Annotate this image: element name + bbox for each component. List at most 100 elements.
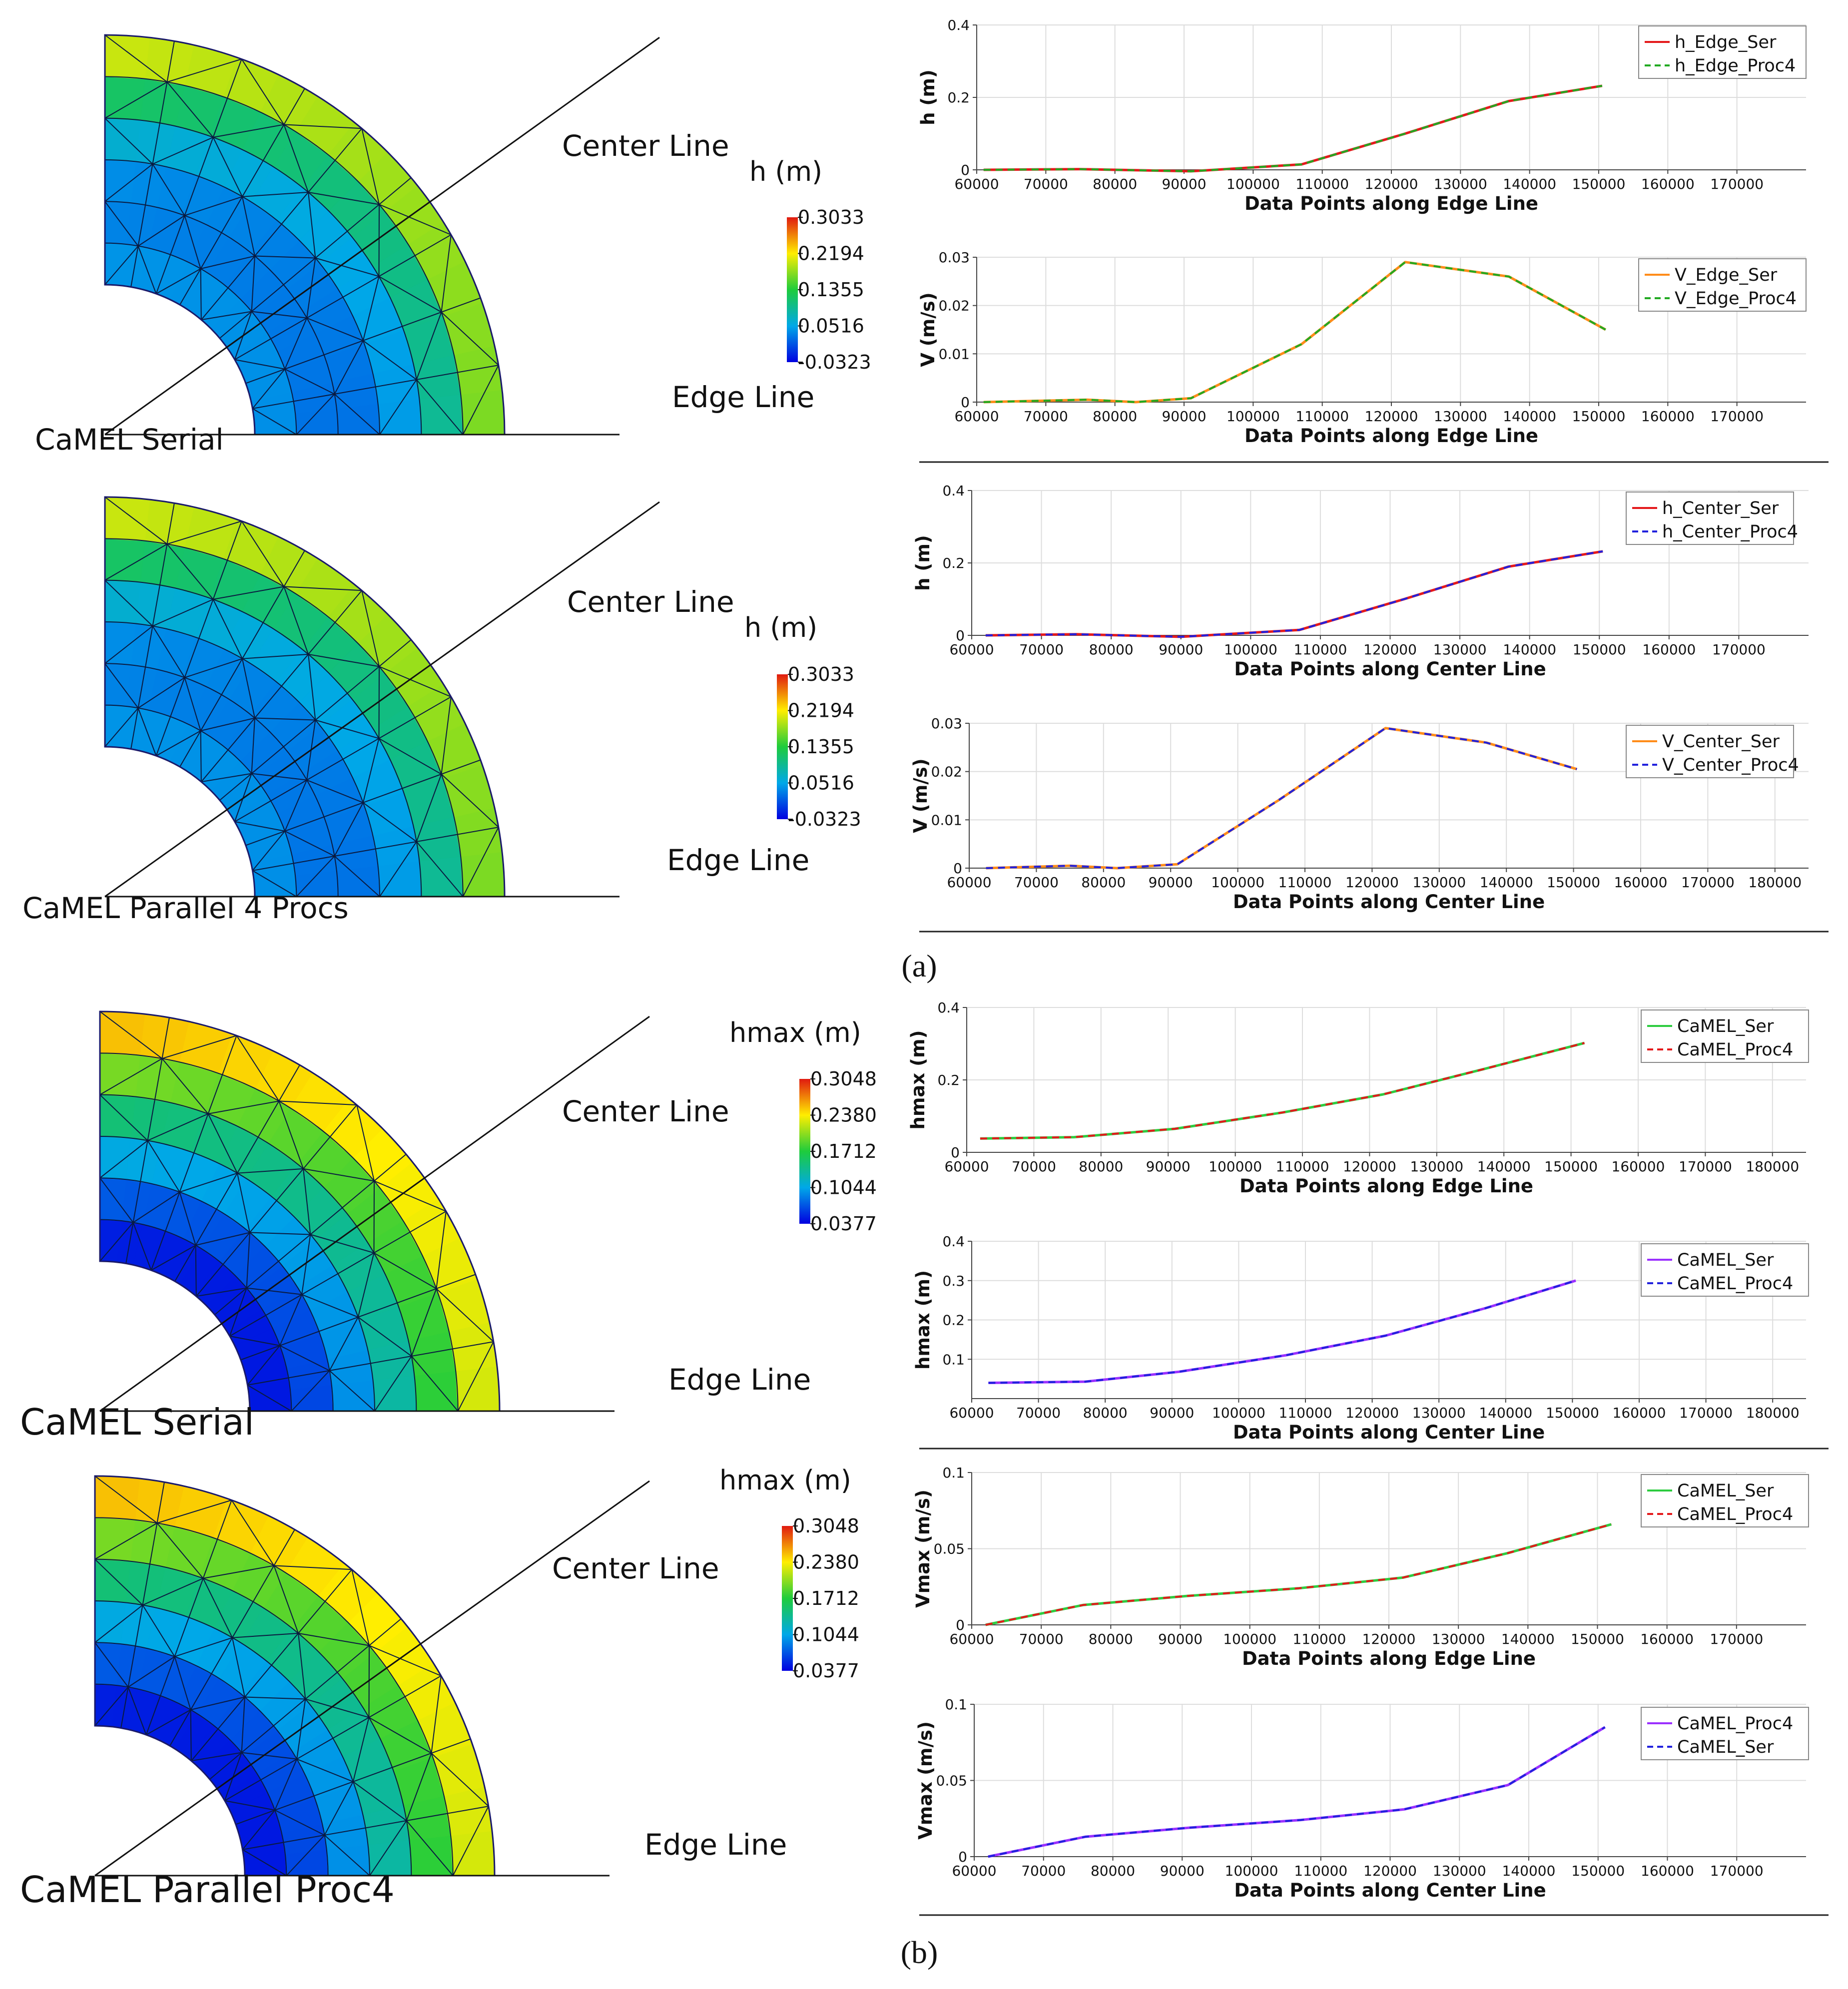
mesh-arc	[99, 1136, 375, 1412]
legend-label: CaMEL_Ser	[1677, 1016, 1774, 1036]
mesh-edge	[237, 1173, 250, 1233]
legend-label: CaMEL_Proc4	[1677, 1504, 1793, 1524]
legend-label: CaMEL_Proc4	[1677, 1714, 1793, 1734]
x-tick-label: 120000	[1345, 1405, 1399, 1421]
legend-label: h_Center_Proc4	[1662, 522, 1798, 542]
y-tick-label: 0.4	[942, 1233, 965, 1250]
mesh-edge	[104, 625, 153, 664]
mesh-edge	[195, 1232, 250, 1246]
x-tick-label: 170000	[1710, 1631, 1763, 1647]
x-tick-label: 160000	[1641, 1863, 1694, 1879]
x-tick-label: 170000	[1681, 874, 1735, 891]
mesh-edge	[252, 365, 499, 409]
center-line-label: Center Line	[562, 1094, 729, 1128]
mesh-edge	[150, 1035, 237, 1271]
x-tick-label: 100000	[1211, 874, 1264, 891]
x-axis-label: Data Points along Edge Line	[1242, 1648, 1536, 1669]
mesh-edge	[212, 599, 243, 659]
x-tick-label: 90000	[1162, 408, 1206, 425]
x-tick-label: 150000	[1572, 176, 1626, 192]
center-line-axis	[94, 1480, 650, 1877]
x-tick-label: 60000	[954, 408, 999, 425]
mesh-edge	[94, 1642, 129, 1688]
mesh-fill	[99, 1011, 500, 1412]
y-tick-label: 0	[953, 860, 962, 877]
mesh-edge	[162, 1035, 237, 1059]
x-tick-label: 70000	[1016, 1405, 1061, 1421]
center-line-axis	[104, 36, 660, 436]
mesh-edge	[306, 258, 316, 318]
mesh-edge	[284, 318, 308, 370]
x-tick-label: 130000	[1412, 874, 1466, 891]
mesh-edge	[303, 1168, 311, 1235]
mesh-edge	[441, 774, 499, 828]
mesh-cell	[104, 34, 150, 79]
mesh-edge	[441, 312, 499, 366]
mesh-edge	[229, 1336, 280, 1346]
mesh-edge	[155, 58, 242, 294]
mesh-arc	[94, 1517, 454, 1876]
mesh-edge	[242, 1806, 489, 1850]
x-axis-label: Data Points along Edge Line	[1244, 193, 1538, 214]
colorbar-tick-label: 0.0377	[810, 1213, 877, 1235]
x-axis-label: Data Points along Edge Line	[1244, 425, 1538, 447]
y-axis-label: h (m)	[912, 535, 934, 591]
series-line	[980, 1042, 1585, 1140]
x-tick-label: 130000	[1434, 408, 1487, 425]
legend-label: V_Center_Proc4	[1662, 755, 1799, 775]
x-tick-label: 160000	[1613, 1405, 1666, 1421]
legend-label: h_Center_Ser	[1662, 498, 1779, 518]
series-line	[983, 84, 1603, 172]
mesh-edge	[196, 1287, 247, 1297]
colorbar-tick-label: 0.3033	[798, 206, 864, 228]
center-line-axis	[99, 1015, 650, 1412]
mesh-edge	[416, 379, 464, 435]
mesh-cell	[331, 1380, 375, 1412]
series-line	[988, 1279, 1576, 1384]
x-tick-label: 130000	[1412, 1405, 1466, 1421]
x-tick-label: 160000	[1614, 874, 1668, 891]
mesh-edge	[242, 191, 309, 197]
mesh-edge	[457, 1341, 494, 1412]
mesh-edge	[254, 255, 316, 259]
mesh-edge	[416, 841, 464, 897]
colorbar-tick-label: 0.2380	[793, 1551, 859, 1573]
colorbar-title: hmax (m)	[719, 1465, 851, 1496]
mesh-edge	[329, 1370, 375, 1412]
mesh-arc	[99, 1052, 459, 1412]
colorbar-tick-label: 0.0516	[788, 772, 854, 794]
mesh-edge	[190, 1696, 245, 1710]
mesh-edge	[152, 163, 185, 216]
x-tick-label: 70000	[1014, 874, 1059, 891]
mesh-edge	[368, 1717, 432, 1754]
colorbar-title: h (m)	[744, 612, 817, 643]
panel-label-b: (b)	[901, 1935, 938, 1970]
x-tick-label: 100000	[1224, 641, 1277, 658]
mesh-edge	[324, 1835, 370, 1876]
legend: CaMEL_Ser CaMEL_Proc4	[1641, 1243, 1809, 1297]
mesh-edge	[236, 1035, 280, 1101]
mesh-arc	[104, 159, 380, 435]
mesh-edge	[104, 245, 139, 285]
mesh-edge	[278, 1101, 304, 1169]
mesh-edge	[242, 196, 255, 256]
mesh-edge	[201, 590, 362, 782]
mesh-arc	[104, 538, 464, 897]
x-tick-label: 180000	[1748, 874, 1802, 891]
x-tick-label: 150000	[1573, 641, 1626, 658]
mesh-edge	[378, 738, 442, 775]
mesh-edge	[184, 215, 201, 269]
mesh-edge	[334, 394, 380, 435]
y-axis-label: hmax (m)	[912, 1270, 934, 1370]
mesh-edge	[273, 1565, 299, 1634]
chart-vmax-center: 60000 70000 80000 90000 100000 110000 120000 13…	[915, 1696, 1809, 1901]
x-tick-label: 90000	[1162, 176, 1206, 192]
mesh-edge	[369, 1820, 407, 1876]
x-tick-label: 160000	[1642, 641, 1696, 658]
mesh-lines	[94, 1476, 495, 1876]
mesh-edge	[357, 1253, 375, 1318]
x-tick-label: 130000	[1432, 1631, 1485, 1647]
mesh-arc	[104, 201, 339, 435]
mesh-edge	[274, 1809, 325, 1836]
mesh-edge	[358, 1317, 412, 1357]
